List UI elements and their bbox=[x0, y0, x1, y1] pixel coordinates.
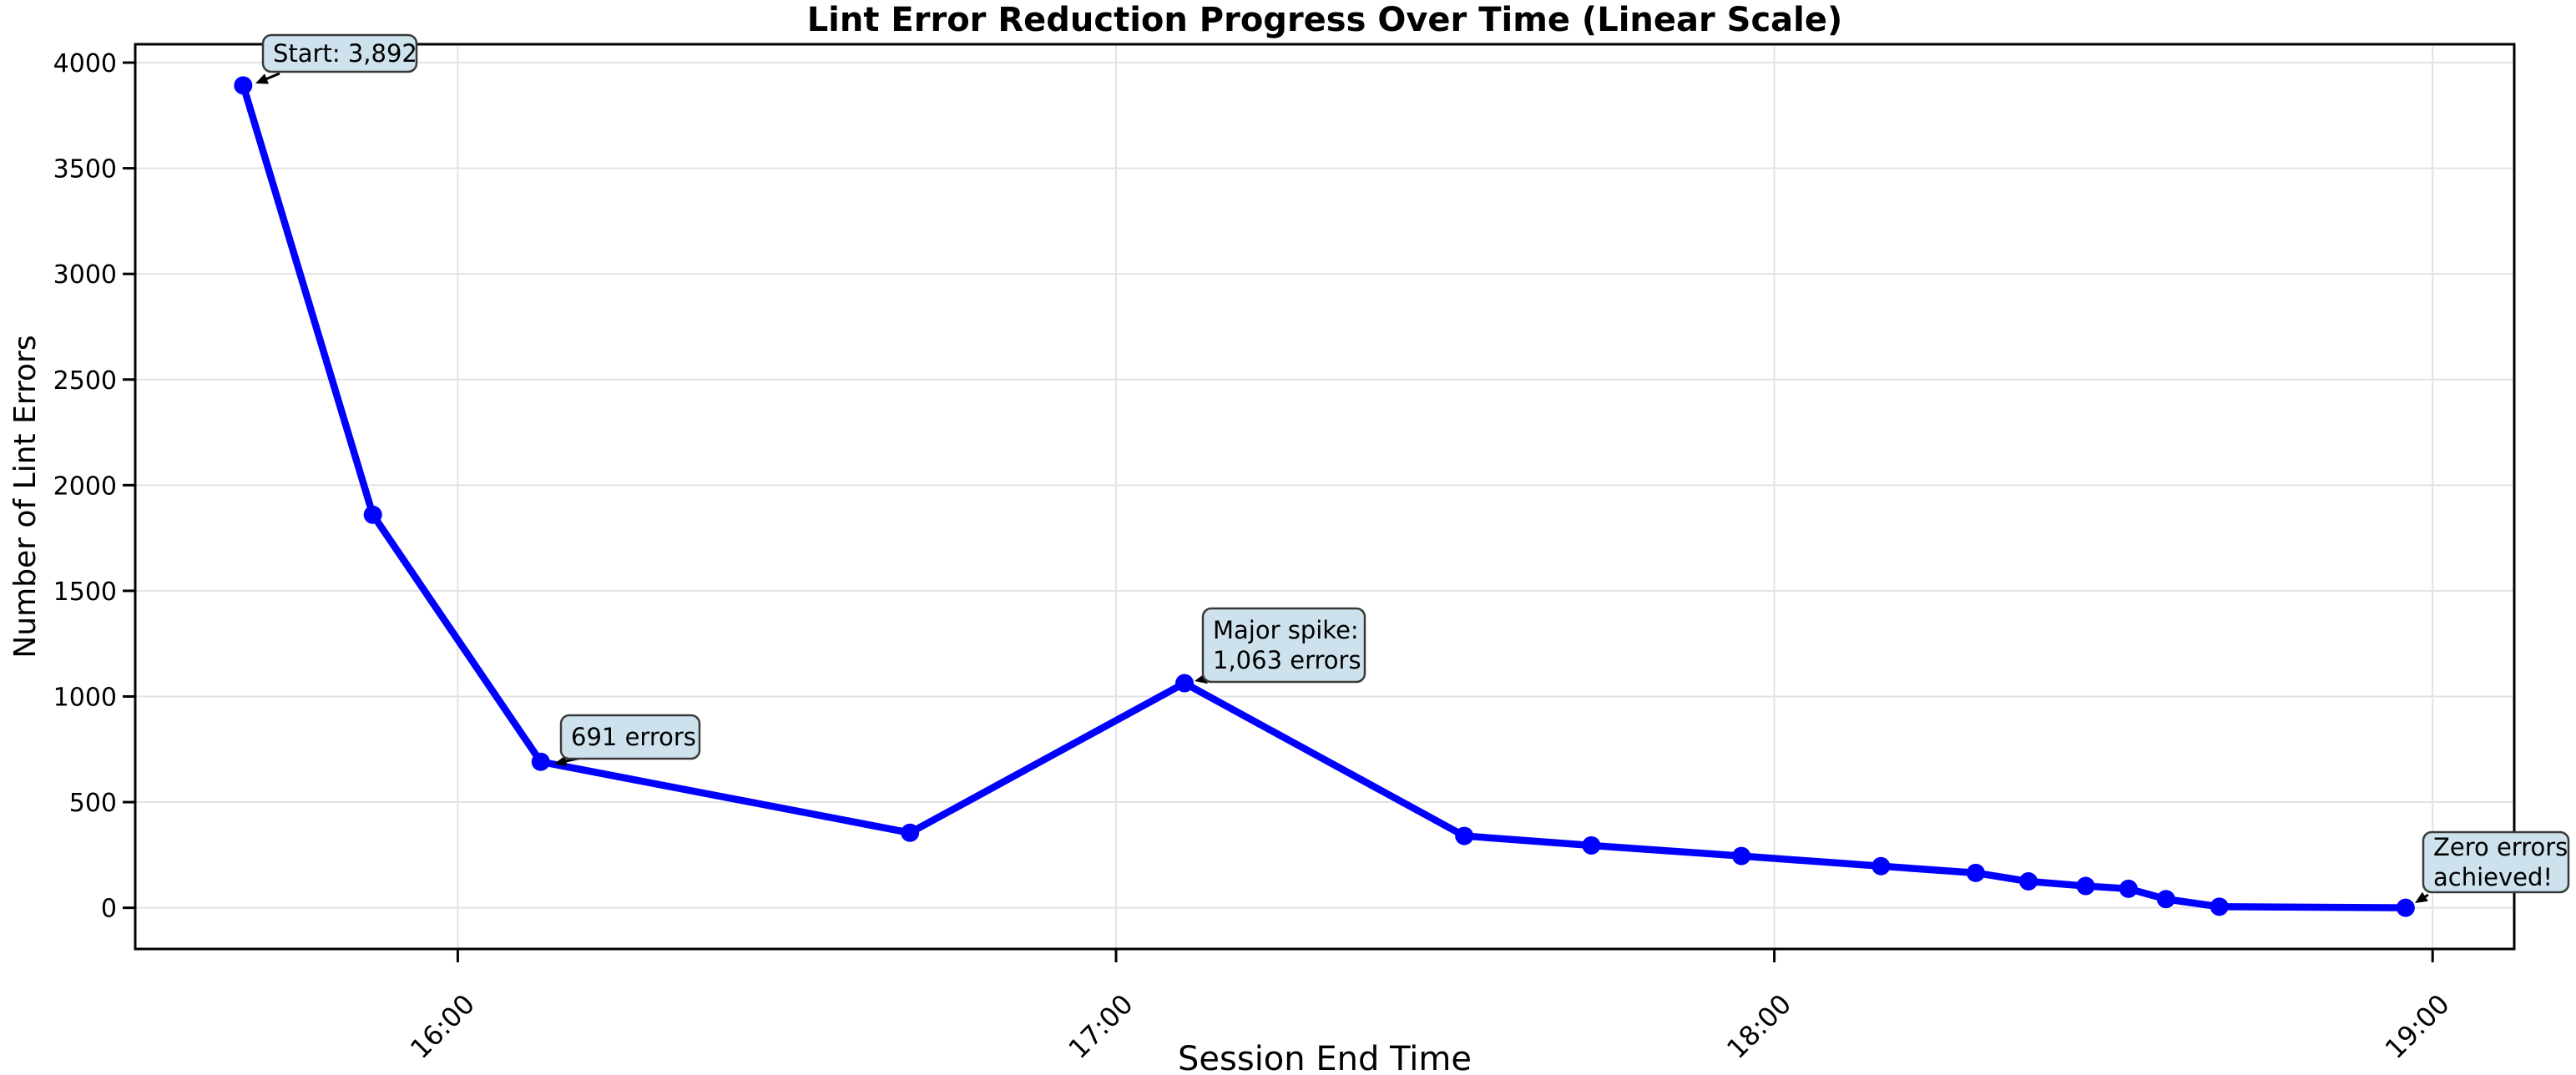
annotation-box-errors-691 bbox=[559, 714, 701, 760]
y-tick-label-3500: 3500 bbox=[53, 155, 117, 184]
y-axis-label: Number of Lint Errors bbox=[8, 335, 43, 658]
y-tick-label-1000: 1000 bbox=[53, 683, 117, 712]
data-point-18:41-5 bbox=[2210, 897, 2229, 916]
data-point-18:10-197 bbox=[1871, 856, 1891, 876]
chart-title: Lint Error Reduction Progress Over Time … bbox=[807, 1, 1843, 39]
lint-errors-line bbox=[240, 82, 2410, 911]
annotation-arrowhead-start bbox=[255, 73, 269, 84]
y-tick-label-500: 500 bbox=[69, 789, 117, 818]
data-point-18:23-125 bbox=[2019, 871, 2038, 891]
data-point-18:28-103 bbox=[2076, 876, 2095, 896]
axes-spines bbox=[134, 43, 2516, 951]
annotation-text-errors-691-line1: 691 errors bbox=[571, 723, 696, 751]
annotation-arrowhead-zero-errors bbox=[2415, 891, 2428, 903]
plot-area bbox=[135, 44, 2514, 949]
annotation-text-zero-errors-line2: achieved! bbox=[2433, 863, 2553, 891]
y-tick-label-1500: 1500 bbox=[53, 578, 117, 607]
annotation-text-zero-errors-line1: Zero errors bbox=[2433, 833, 2568, 861]
annotation-text-major-spike-line1: Major spike: bbox=[1213, 616, 1359, 644]
data-point-18:36-41 bbox=[2156, 890, 2175, 909]
data-point-18:18-165 bbox=[1966, 863, 1985, 882]
data-point-16:41-355 bbox=[901, 823, 920, 842]
annotation-text-start-line1: Start: 3,892 bbox=[273, 39, 417, 68]
y-tick-label-3000: 3000 bbox=[53, 260, 117, 290]
data-point-17:32-340 bbox=[1455, 826, 1474, 845]
data-point-15:40-3892 bbox=[234, 76, 253, 95]
data-point-17:06-1063 bbox=[1175, 674, 1195, 693]
x-axis-label: Session End Time bbox=[1178, 1040, 1472, 1075]
y-tick-label-2000: 2000 bbox=[53, 472, 117, 501]
y-tick-label-4000: 4000 bbox=[53, 49, 117, 78]
data-point-18:58-0 bbox=[2396, 898, 2415, 917]
annotation-text-major-spike-line2: 1,063 errors bbox=[1213, 646, 1361, 674]
annotation-box-zero-errors bbox=[2422, 830, 2570, 894]
data-point-17:43-295 bbox=[1582, 835, 1601, 855]
annotation-box-major-spike bbox=[1201, 607, 1366, 684]
data-point-15:52-1860 bbox=[363, 505, 382, 524]
y-tick-label-0: 0 bbox=[101, 895, 117, 924]
annotation-box-start bbox=[261, 33, 418, 73]
data-point-18:32-90 bbox=[2119, 879, 2138, 898]
data-point-16:08-691 bbox=[531, 752, 550, 771]
y-tick-label-2500: 2500 bbox=[53, 366, 117, 396]
data-point-17:57-245 bbox=[1732, 846, 1751, 866]
annotation-arrowhead-errors-691 bbox=[554, 755, 568, 767]
